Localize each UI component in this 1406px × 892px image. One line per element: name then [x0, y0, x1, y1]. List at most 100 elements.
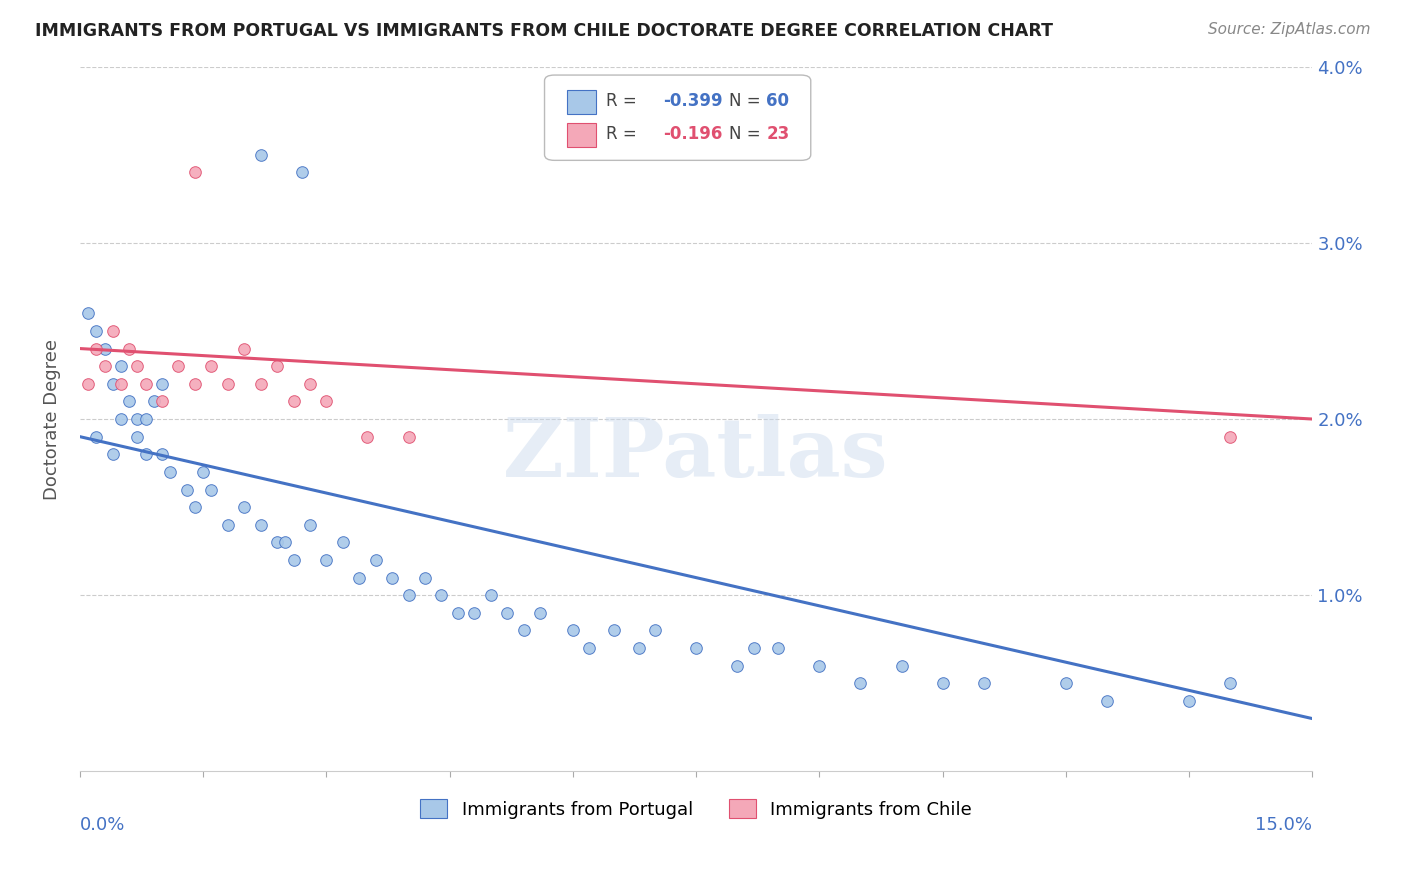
Text: N =: N =: [730, 125, 766, 143]
Text: -0.196: -0.196: [662, 125, 723, 143]
Point: [283, 394, 305, 409]
Point: [135, 447, 157, 461]
Point: [1178, 694, 1201, 708]
Text: Source: ZipAtlas.com: Source: ZipAtlas.com: [1208, 22, 1371, 37]
Point: [890, 658, 912, 673]
Point: [512, 624, 534, 638]
Point: [603, 624, 626, 638]
FancyBboxPatch shape: [544, 75, 811, 161]
Point: [249, 147, 271, 161]
Point: [150, 376, 173, 391]
Point: [298, 376, 321, 391]
Point: [644, 624, 666, 638]
FancyBboxPatch shape: [567, 123, 596, 146]
Point: [931, 676, 953, 690]
Point: [184, 165, 207, 179]
Point: [561, 624, 583, 638]
Point: [176, 483, 198, 497]
Point: [283, 553, 305, 567]
Text: 15.0%: 15.0%: [1256, 815, 1312, 833]
Point: [685, 641, 707, 656]
Point: [191, 465, 214, 479]
Point: [561, 112, 583, 127]
Point: [101, 324, 124, 338]
Point: [742, 641, 765, 656]
Point: [84, 324, 107, 338]
Point: [110, 412, 132, 426]
Text: IMMIGRANTS FROM PORTUGAL VS IMMIGRANTS FROM CHILE DOCTORATE DEGREE CORRELATION C: IMMIGRANTS FROM PORTUGAL VS IMMIGRANTS F…: [35, 22, 1053, 40]
Text: R =: R =: [606, 93, 643, 111]
Text: 0.0%: 0.0%: [80, 815, 125, 833]
Point: [725, 658, 748, 673]
Point: [627, 641, 650, 656]
Point: [150, 447, 173, 461]
Point: [118, 342, 141, 356]
Point: [849, 676, 872, 690]
Point: [356, 430, 378, 444]
Point: [249, 376, 271, 391]
Point: [84, 430, 107, 444]
Point: [135, 376, 157, 391]
Point: [200, 483, 222, 497]
Text: R =: R =: [606, 125, 643, 143]
Point: [142, 394, 165, 409]
Point: [274, 535, 297, 549]
Point: [77, 306, 100, 320]
Point: [529, 606, 551, 620]
Text: -0.399: -0.399: [662, 93, 723, 111]
Point: [93, 359, 115, 374]
Point: [973, 676, 995, 690]
Point: [463, 606, 485, 620]
Text: ZIPatlas: ZIPatlas: [503, 414, 889, 494]
Point: [298, 517, 321, 532]
Point: [127, 430, 149, 444]
Point: [291, 165, 314, 179]
Point: [315, 394, 337, 409]
Text: N =: N =: [730, 93, 766, 111]
Point: [101, 376, 124, 391]
Point: [150, 394, 173, 409]
Point: [118, 394, 141, 409]
Point: [200, 359, 222, 374]
Text: 23: 23: [766, 125, 790, 143]
Point: [77, 376, 100, 391]
Point: [364, 553, 387, 567]
Point: [266, 359, 288, 374]
Point: [167, 359, 190, 374]
Point: [808, 658, 831, 673]
Point: [1095, 694, 1118, 708]
Point: [413, 571, 436, 585]
Point: [1219, 430, 1241, 444]
Point: [101, 447, 124, 461]
Point: [768, 641, 790, 656]
Point: [184, 500, 207, 515]
Point: [233, 500, 256, 515]
Point: [184, 376, 207, 391]
Point: [479, 588, 502, 602]
Point: [84, 342, 107, 356]
Point: [496, 606, 519, 620]
Point: [110, 376, 132, 391]
FancyBboxPatch shape: [567, 90, 596, 114]
Point: [349, 571, 371, 585]
Point: [1219, 676, 1241, 690]
Point: [398, 588, 420, 602]
Point: [93, 342, 115, 356]
Point: [217, 517, 239, 532]
Point: [249, 517, 271, 532]
Point: [217, 376, 239, 391]
Point: [381, 571, 404, 585]
Point: [398, 430, 420, 444]
Text: 60: 60: [766, 93, 789, 111]
Point: [447, 606, 470, 620]
Point: [233, 342, 256, 356]
Point: [332, 535, 354, 549]
Point: [127, 359, 149, 374]
Point: [1054, 676, 1077, 690]
Point: [135, 412, 157, 426]
Point: [578, 641, 600, 656]
Legend: Immigrants from Portugal, Immigrants from Chile: Immigrants from Portugal, Immigrants fro…: [413, 792, 980, 826]
Point: [127, 412, 149, 426]
Point: [315, 553, 337, 567]
Point: [159, 465, 181, 479]
